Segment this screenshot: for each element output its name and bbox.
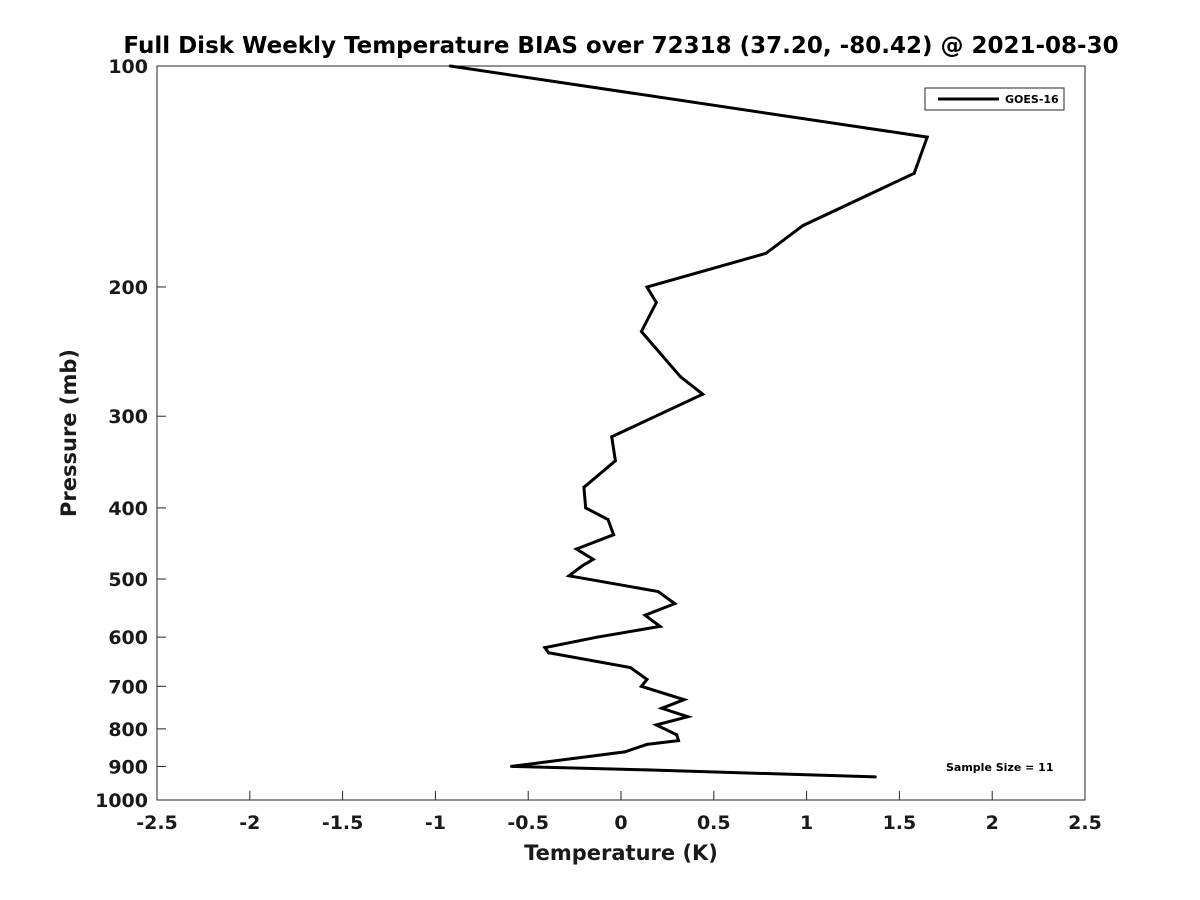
x-tick-label: 0.5 bbox=[697, 812, 731, 834]
data-point bbox=[643, 613, 647, 617]
data-point bbox=[623, 750, 627, 754]
data-point bbox=[639, 330, 643, 334]
data-point bbox=[591, 557, 595, 561]
data-point bbox=[582, 485, 586, 489]
x-tick-label: 1 bbox=[800, 812, 813, 834]
data-point bbox=[873, 775, 877, 779]
y-tick-label: 700 bbox=[108, 676, 148, 698]
series-points bbox=[448, 64, 929, 779]
data-point bbox=[606, 518, 610, 522]
data-point bbox=[656, 590, 660, 594]
y-tick-label: 900 bbox=[108, 756, 148, 778]
legend: GOES-16 bbox=[924, 87, 1065, 111]
data-point bbox=[682, 698, 686, 702]
x-tick-label: 1.5 bbox=[883, 812, 917, 834]
y-tick-label: 100 bbox=[108, 56, 148, 78]
data-point bbox=[645, 742, 649, 746]
x-tick-label: 2 bbox=[986, 812, 999, 834]
data-point bbox=[645, 768, 649, 772]
data-point bbox=[686, 715, 690, 719]
x-tick-label: -2 bbox=[239, 812, 260, 834]
y-tick-label: 200 bbox=[108, 277, 148, 299]
chart-title: Full Disk Weekly Temperature BIAS over 7… bbox=[123, 33, 1118, 59]
y-tick-label: 300 bbox=[108, 406, 148, 428]
data-point bbox=[673, 602, 677, 606]
data-point bbox=[654, 301, 658, 305]
data-point bbox=[567, 574, 571, 578]
data-point bbox=[764, 251, 768, 255]
sample-size-annotation: Sample Size = 11 bbox=[946, 761, 1053, 774]
x-tick-label: 2.5 bbox=[1068, 812, 1102, 834]
data-point bbox=[543, 646, 547, 650]
data-point bbox=[612, 533, 616, 537]
data-point bbox=[678, 375, 682, 379]
y-tick-label: 1000 bbox=[95, 790, 148, 812]
legend-entry-goes-16: GOES-16 bbox=[1005, 93, 1059, 106]
data-point bbox=[547, 651, 551, 655]
data-point bbox=[660, 706, 664, 710]
x-axis-label: Temperature (K) bbox=[524, 841, 718, 865]
data-point bbox=[801, 224, 805, 228]
data-point bbox=[628, 666, 632, 670]
data-point bbox=[675, 733, 679, 737]
data-point bbox=[701, 392, 705, 396]
data-point bbox=[645, 677, 649, 681]
data-point bbox=[580, 564, 584, 568]
plot-area-border bbox=[156, 65, 1086, 801]
data-point bbox=[658, 624, 662, 628]
y-tick-label: 800 bbox=[108, 719, 148, 741]
y-tick-label: 600 bbox=[108, 627, 148, 649]
data-point bbox=[654, 723, 658, 727]
data-point bbox=[610, 435, 614, 439]
y-tick-label: 500 bbox=[108, 569, 148, 591]
data-point bbox=[912, 171, 916, 175]
x-tick-label: -0.5 bbox=[507, 812, 549, 834]
data-point bbox=[574, 547, 578, 551]
x-tick-label: -1.5 bbox=[322, 812, 364, 834]
x-tick-label: 0 bbox=[614, 812, 627, 834]
data-point bbox=[645, 285, 649, 289]
data-point bbox=[677, 739, 681, 743]
data-point bbox=[613, 459, 617, 463]
x-tick-label: -2.5 bbox=[136, 812, 178, 834]
data-point bbox=[595, 635, 599, 639]
data-point bbox=[584, 506, 588, 510]
data-point bbox=[639, 684, 643, 688]
data-point bbox=[509, 764, 513, 768]
y-axis-label: Pressure (mb) bbox=[57, 349, 81, 517]
data-point bbox=[925, 135, 929, 139]
x-axis-ticks: -2.5 -2 -1.5 -1 -0.5 0 0.5 1 1.5 2 2.5 bbox=[136, 791, 1102, 834]
y-tick-label: 400 bbox=[108, 498, 148, 520]
y-axis-ticks: 100 200 300 400 500 600 700 800 900 1000 bbox=[95, 56, 166, 812]
data-point bbox=[448, 64, 452, 68]
x-tick-label: -1 bbox=[425, 812, 446, 834]
